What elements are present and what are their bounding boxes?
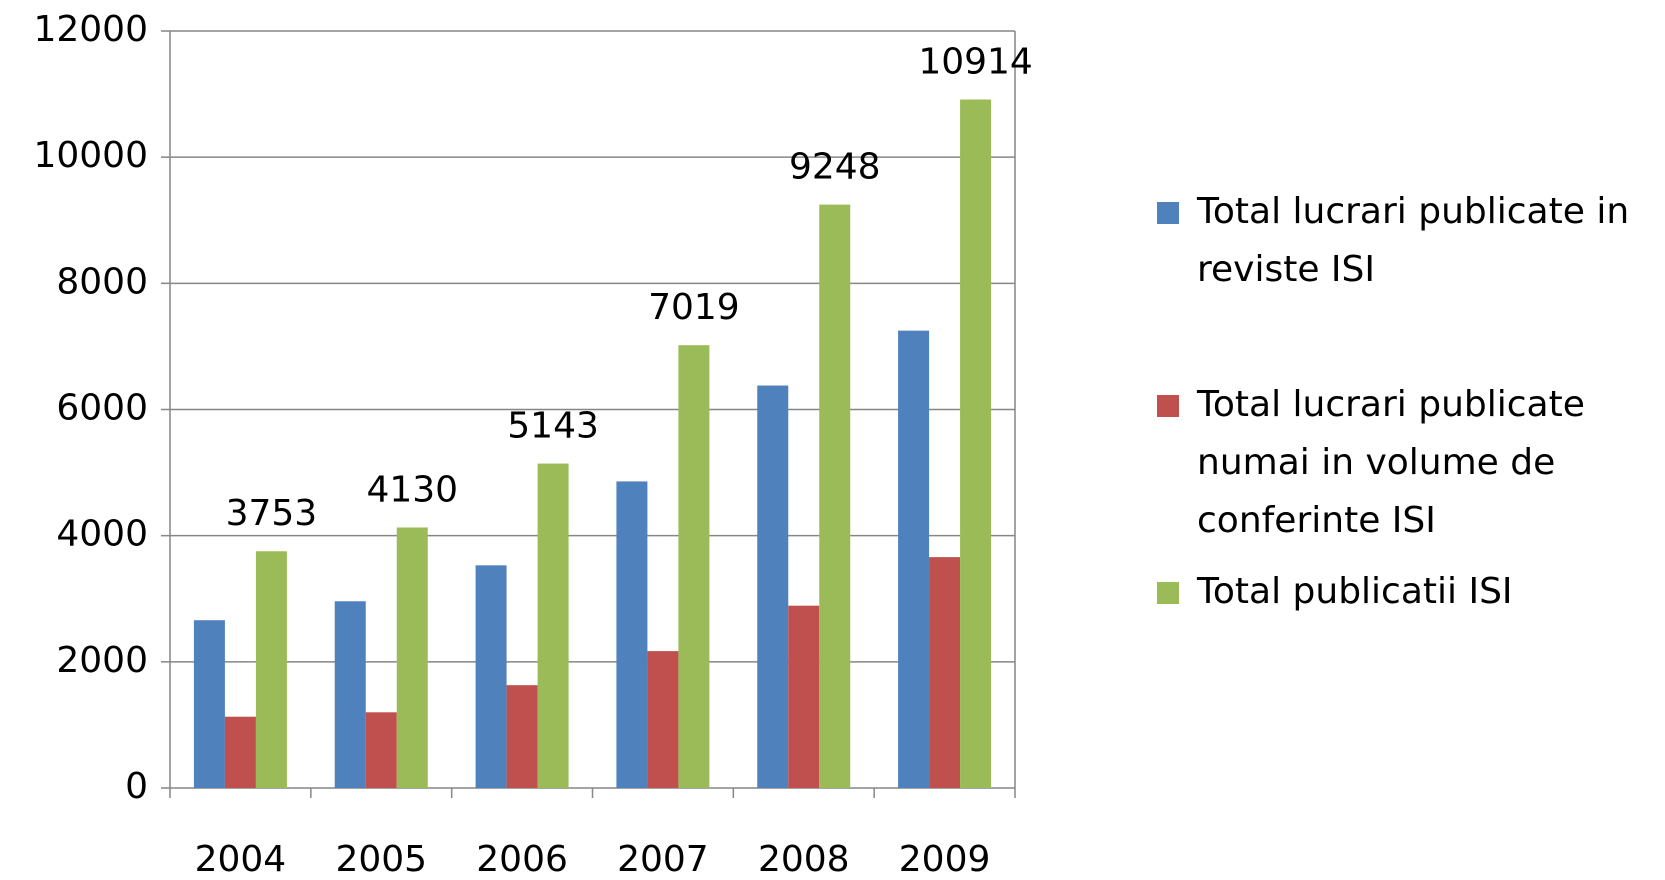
bar xyxy=(616,481,648,788)
x-tick-label: 2007 xyxy=(617,839,709,880)
bar xyxy=(365,712,397,788)
x-tick-label: 2005 xyxy=(335,839,427,880)
y-tick-label: 2000 xyxy=(56,640,148,681)
x-tick-label: 2008 xyxy=(758,839,850,880)
bar xyxy=(960,99,992,789)
bar xyxy=(506,685,538,788)
bar xyxy=(193,620,225,788)
data-label: 5143 xyxy=(507,406,599,447)
bar xyxy=(929,557,961,788)
x-tick-label: 2006 xyxy=(476,839,568,880)
legend-label: Total lucrari publicate in reviste ISI xyxy=(1197,191,1630,290)
y-tick-label: 6000 xyxy=(56,388,148,429)
y-tick-label: 12000 xyxy=(33,9,148,50)
data-label: 3753 xyxy=(226,493,318,534)
bar xyxy=(898,330,930,788)
legend-entry: Total lucrari publicate numai in volume … xyxy=(1157,376,1657,550)
data-label: 4130 xyxy=(366,469,458,510)
bar xyxy=(788,605,820,788)
x-tick-label: 2004 xyxy=(195,839,287,880)
y-tick-label: 4000 xyxy=(56,514,148,555)
legend-label: Total lucrari publicate numai in volume … xyxy=(1197,384,1585,541)
bar xyxy=(396,527,428,788)
bar xyxy=(255,551,287,788)
y-tick-label: 10000 xyxy=(33,135,148,176)
bar xyxy=(678,345,710,788)
bar xyxy=(757,385,789,788)
bar xyxy=(537,463,569,788)
y-tick-label: 8000 xyxy=(56,261,148,302)
legend-entry: Total lucrari publicate in reviste ISI xyxy=(1157,183,1657,299)
bar xyxy=(647,651,679,788)
data-label: 10914 xyxy=(918,42,1033,83)
bar xyxy=(819,204,851,788)
legend-label: Total publicatii ISI xyxy=(1197,571,1513,612)
bar xyxy=(475,565,507,788)
data-label: 7019 xyxy=(648,287,740,328)
legend-swatch xyxy=(1157,582,1179,604)
x-tick-label: 2009 xyxy=(899,839,991,880)
legend-entry: Total publicatii ISI xyxy=(1157,563,1657,621)
y-tick-label: 0 xyxy=(125,766,148,807)
bar xyxy=(334,601,366,788)
bar xyxy=(224,716,256,788)
data-label: 9248 xyxy=(789,147,881,188)
legend-swatch xyxy=(1157,202,1179,224)
legend-swatch xyxy=(1157,395,1179,417)
